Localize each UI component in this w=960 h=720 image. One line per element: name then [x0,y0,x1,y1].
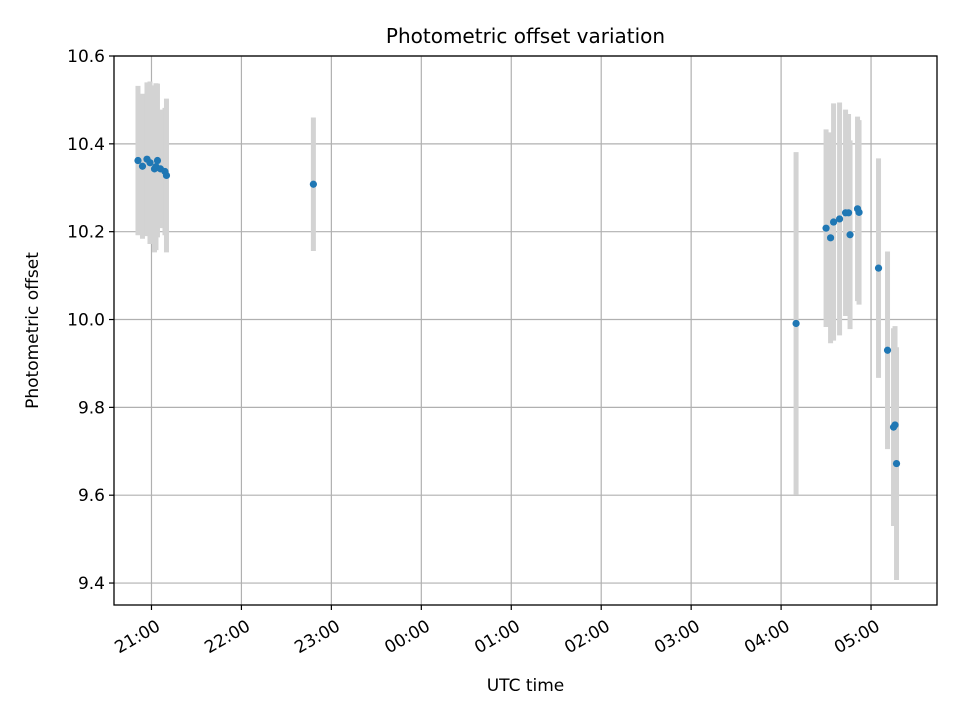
y-tick-label: 9.4 [78,574,105,594]
data-point [162,171,171,180]
data-point [835,215,844,223]
errorbar-layer [135,81,900,580]
data-point [844,209,853,217]
data-point [892,459,901,468]
grid-layer [114,55,937,605]
point-layer [134,155,901,468]
data-point [309,180,317,188]
plot-frame [113,55,938,606]
y-tick-label: 10.0 [67,311,105,331]
x-axis-title: UTC time [487,676,565,696]
data-point [891,421,899,429]
x-tick-label: 01:00 [471,616,523,658]
data-point [855,208,863,216]
data-point [146,159,154,167]
x-tick-label: 02:00 [561,616,613,658]
data-point [874,264,883,272]
y-tick-label: 10.2 [67,223,105,243]
y-axis-title: Photometric offset [23,252,43,409]
data-point [846,231,854,239]
y-tick-label: 9.8 [78,398,105,418]
y-tick-label: 9.6 [78,486,105,506]
x-tick-label: 03:00 [651,616,703,658]
x-tick-label: 00:00 [381,616,433,658]
x-tick-label: 21:00 [111,616,163,658]
y-tick-label: 10.4 [67,135,105,155]
tick-layer: 9.4 9.6 9.8 10.0 10.2 10.4 10.6 21:00 22:00 23:00… [67,47,883,658]
data-point [153,156,162,165]
data-point [822,224,830,232]
data-point [138,162,147,170]
x-tick-label: 05:00 [831,616,883,658]
data-point [826,234,835,242]
x-tick-label: 04:00 [741,616,793,658]
x-tick-label: 22:00 [201,616,253,658]
data-point [792,319,800,328]
data-point [134,156,142,165]
data-point [883,346,892,354]
chart-title: Photometric offset variation [386,24,665,48]
x-tick-label: 23:00 [291,616,343,658]
data-point [829,218,838,226]
y-tick-label: 10.6 [67,47,105,67]
